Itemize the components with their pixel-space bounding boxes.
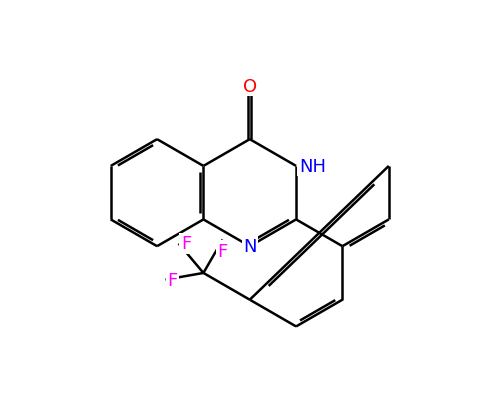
Text: O: O (243, 77, 257, 95)
Text: F: F (167, 271, 178, 289)
Text: N: N (243, 238, 257, 256)
Text: NH: NH (299, 157, 326, 175)
Text: F: F (181, 235, 191, 253)
Text: F: F (218, 242, 228, 260)
